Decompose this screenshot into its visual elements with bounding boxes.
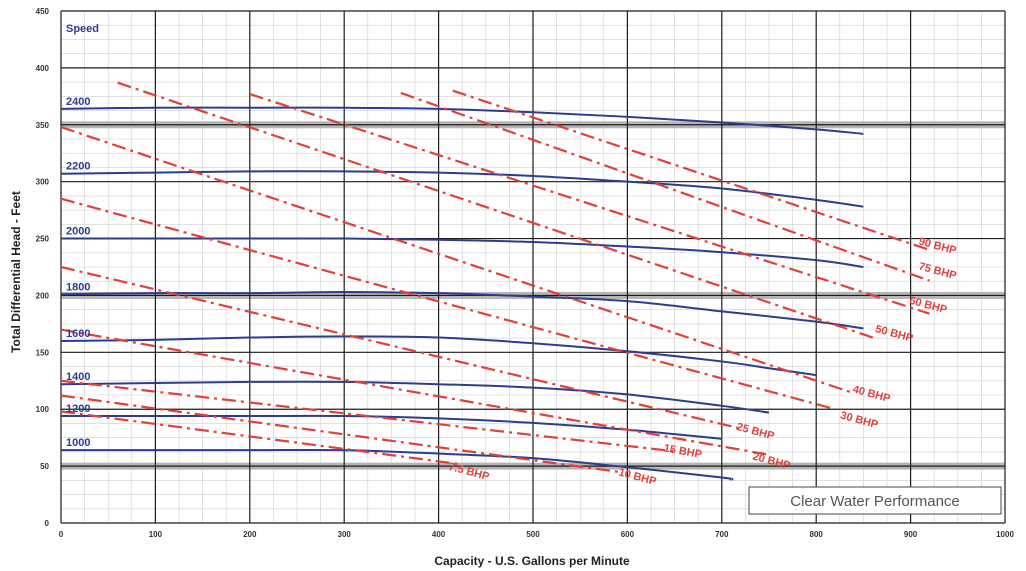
speed-label-1200: 1200 (66, 403, 90, 415)
speed-curve-1400 (60, 380, 770, 414)
annotation-box: Clear Water Performance (748, 486, 1002, 515)
y-tick-label: 100 (36, 405, 50, 414)
bhp-line-50-bhp (117, 81, 874, 339)
speed-label-1600: 1600 (66, 328, 90, 340)
x-tick-label: 400 (432, 530, 446, 539)
y-tick-label: 450 (36, 7, 50, 16)
bhp-line-40-bhp (60, 126, 855, 395)
bhp-label: 15 BHP (663, 442, 703, 461)
y-axis-title: Total Differential Head - Feet (9, 191, 23, 353)
bhp-line-20-bhp (60, 328, 770, 456)
y-tick-label: 250 (36, 235, 50, 244)
x-tick-label: 1000 (996, 530, 1014, 539)
y-tick-label: 350 (36, 121, 50, 130)
x-tick-label: 800 (810, 530, 824, 539)
x-tick-label: 0 (59, 530, 64, 539)
y-tick-label: 50 (40, 462, 49, 471)
bhp-label: 75 BHP (917, 261, 957, 283)
annotation-text: Clear Water Performance (790, 493, 960, 510)
y-tick-label: 150 (36, 348, 50, 357)
bhp-line-75-bhp (400, 91, 930, 282)
bhp-label: 50 BHP (874, 323, 914, 345)
speed-curve-1600 (60, 335, 817, 377)
bhp-line-90-bhp (452, 89, 930, 251)
bhp-label: 30 BHP (839, 410, 879, 432)
speed-curve-1800 (60, 291, 864, 330)
bhp-line-15-bhp (60, 379, 675, 453)
bhp-line-25-bhp (60, 265, 741, 430)
speed-label-1400: 1400 (66, 371, 90, 383)
bhp-line-10-bhp (60, 394, 619, 473)
x-tick-label: 300 (338, 530, 352, 539)
legend-title: Speed (66, 23, 99, 35)
series-layer (60, 81, 930, 481)
speed-curve-1000 (60, 448, 734, 481)
x-tick-label: 200 (243, 530, 257, 539)
x-tick-label: 900 (904, 530, 918, 539)
x-tick-label: 700 (715, 530, 729, 539)
bhp-line-60-bhp (249, 93, 930, 315)
speed-label-1000: 1000 (66, 437, 90, 449)
x-tick-label: 600 (621, 530, 635, 539)
ticks-layer: 0 100 200 300 400 500 600 700 800 900 1000 0 50 100 15… (36, 7, 1015, 539)
speed-curve-2400 (60, 106, 864, 135)
bhp-line-30-bhp (60, 197, 836, 411)
grid (60, 10, 1006, 524)
speed-label-2000: 2000 (66, 226, 90, 238)
y-tick-label: 0 (45, 519, 50, 528)
x-axis-title: Capacity - U.S. Gallons per Minute (434, 554, 630, 568)
y-tick-label: 400 (36, 64, 50, 73)
y-tick-label: 200 (36, 291, 50, 300)
x-tick-label: 500 (526, 530, 540, 539)
speed-label-1800: 1800 (66, 281, 90, 293)
speed-curve-2000 (61, 237, 864, 268)
speed-curve-1200 (61, 414, 722, 440)
bhp-label: 40 BHP (851, 383, 891, 405)
bhp-line-7.5-bhp (60, 410, 458, 465)
x-tick-label: 100 (149, 530, 163, 539)
bhp-label: 25 BHP (735, 421, 775, 443)
y-tick-label: 300 (36, 178, 50, 187)
speed-label-2400: 2400 (66, 96, 90, 108)
speed-label-2200: 2200 (66, 161, 90, 173)
